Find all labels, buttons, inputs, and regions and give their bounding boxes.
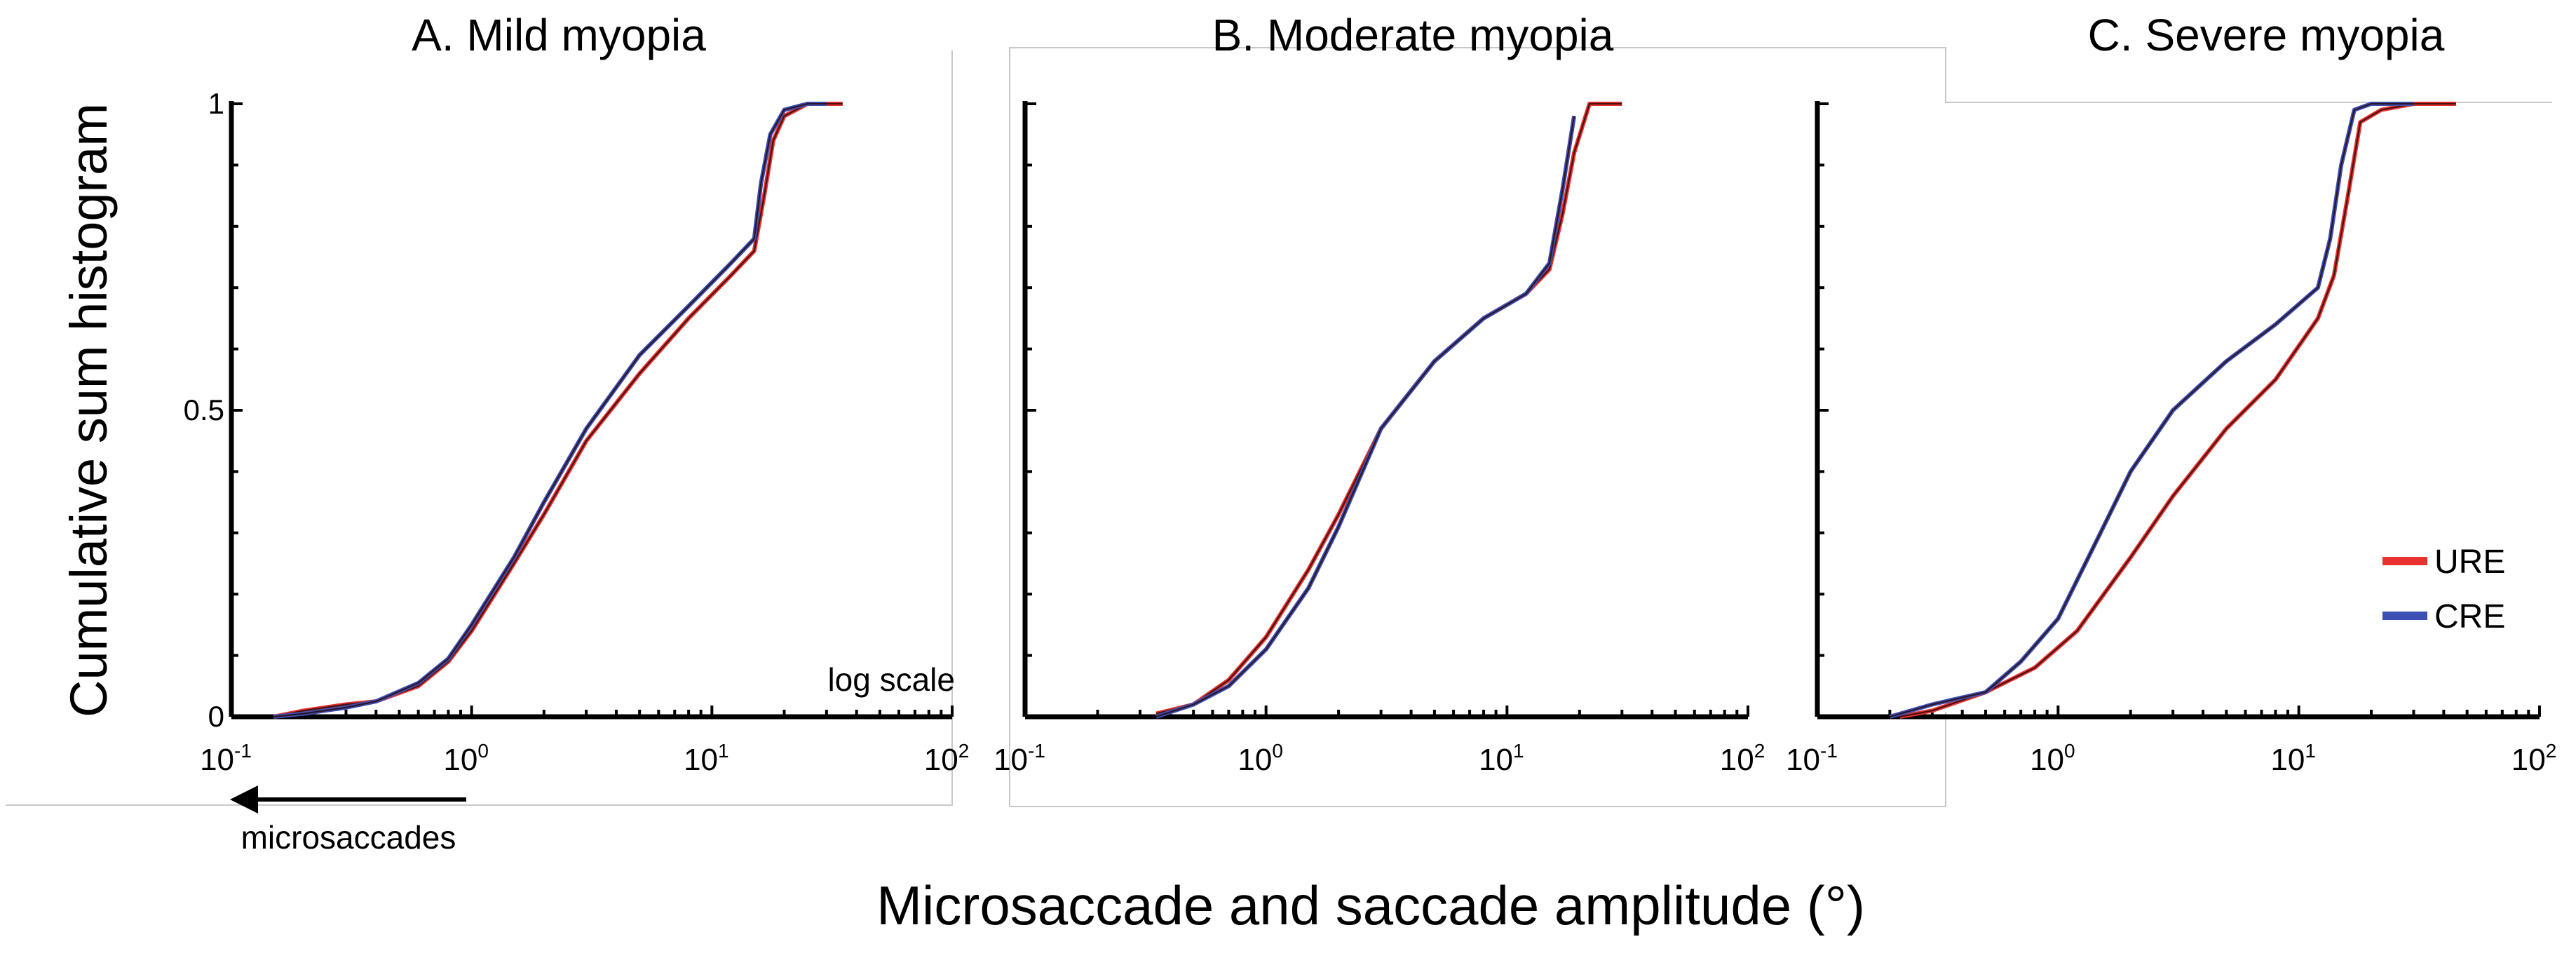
- series-line-ure: [1899, 102, 2456, 719]
- legend-label-ure: URE: [2434, 544, 2505, 581]
- x-tick-label: 102: [2511, 740, 2557, 777]
- panel-a-title: A. Mild myopia: [412, 10, 706, 60]
- series-line-cre-overlay: [1155, 116, 1575, 718]
- x-tick-label: 10-1: [200, 740, 252, 777]
- series-line-cre: [273, 102, 827, 719]
- legend: URE CRE: [2382, 544, 2505, 635]
- panel-c: 10-1 100 101 102: [1786, 101, 2556, 777]
- x-tick-label: 101: [684, 740, 729, 777]
- series-line-cre: [1155, 116, 1577, 719]
- x-tick-label: 100: [1238, 740, 1283, 777]
- series-line-cre-overlay: [1890, 102, 2414, 718]
- series-line-cre-overlay: [273, 102, 827, 718]
- x-tick-label: 100: [2030, 740, 2075, 777]
- x-tick-label: 10-1: [1786, 740, 1838, 777]
- microsaccades-arrow: [230, 785, 466, 814]
- x-axis-label: Microsaccade and saccade amplitude (°): [876, 875, 1865, 936]
- x-tick-label: 101: [2270, 740, 2316, 777]
- x-tick-label: 101: [1479, 740, 1524, 777]
- y-axis-label: Cumulative sum histogram: [60, 103, 118, 717]
- panel-b: 10-1 100 101 102: [994, 101, 1765, 777]
- y-tick-label: 0.5: [184, 393, 224, 426]
- panel-b-title: B. Moderate myopia: [1212, 10, 1614, 60]
- x-tick-label: 10-1: [994, 740, 1045, 777]
- legend-label-cre: CRE: [2434, 598, 2505, 635]
- x-tick-label: 100: [443, 740, 489, 777]
- series-line-ure-overlay: [273, 102, 843, 718]
- background-frames: [6, 47, 2552, 807]
- y-tick-label: 0: [208, 700, 224, 733]
- log-scale-label: log scale: [827, 661, 955, 698]
- series-line-ure-overlay: [1899, 102, 2456, 718]
- series-line-ure: [273, 102, 843, 719]
- microsaccades-label: microsaccades: [241, 819, 456, 856]
- panel-a: 10-1 100 101 102 0 0.5 1: [184, 87, 970, 777]
- y-tick-label: 1: [208, 87, 224, 120]
- series-line-ure-overlay: [1155, 102, 1622, 715]
- series-line-ure: [1155, 102, 1622, 716]
- panel-c-title: C. Severe myopia: [2088, 10, 2445, 60]
- x-tick-label: 102: [924, 740, 970, 777]
- series-line-cre: [1889, 102, 2414, 719]
- x-tick-label: 102: [1720, 740, 1765, 777]
